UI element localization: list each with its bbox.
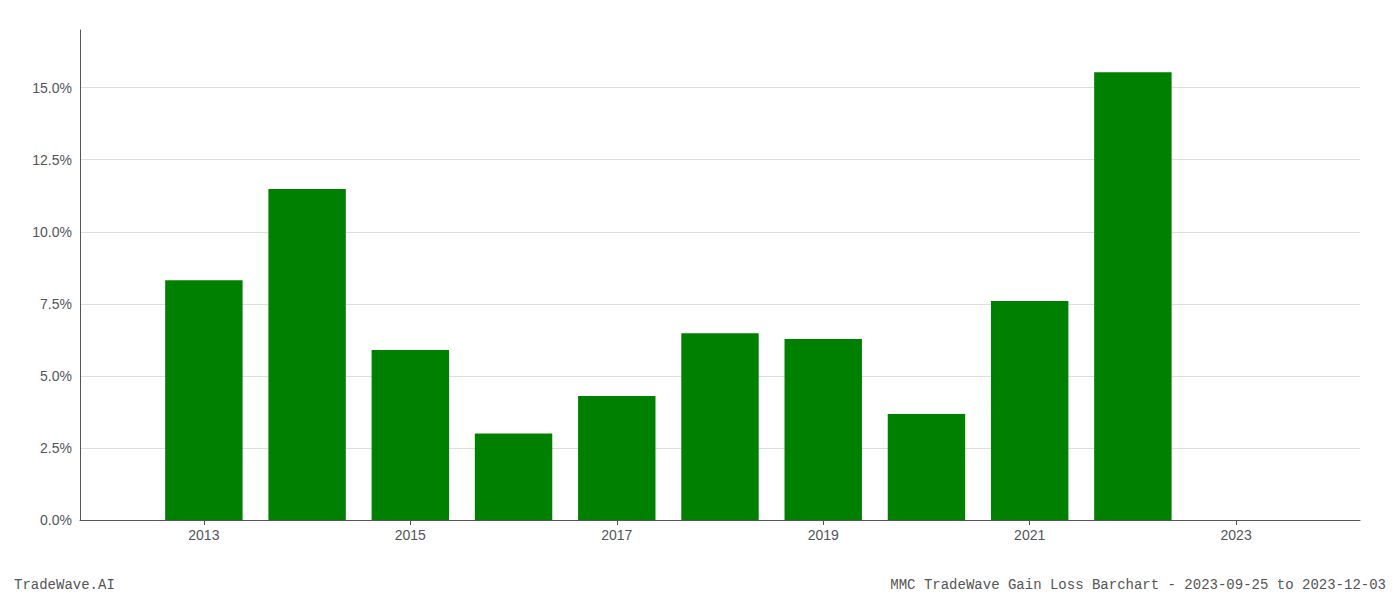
svg-text:5.0%: 5.0% <box>40 368 72 384</box>
svg-text:2021: 2021 <box>1014 527 1045 543</box>
svg-text:7.5%: 7.5% <box>40 296 72 312</box>
svg-text:10.0%: 10.0% <box>32 224 72 240</box>
svg-text:2.5%: 2.5% <box>40 440 72 456</box>
svg-text:0.0%: 0.0% <box>40 512 72 528</box>
svg-text:15.0%: 15.0% <box>32 80 72 96</box>
svg-text:2023: 2023 <box>1221 527 1252 543</box>
svg-text:12.5%: 12.5% <box>32 152 72 168</box>
svg-text:2013: 2013 <box>188 527 219 543</box>
svg-text:TradeWave.AI: TradeWave.AI <box>14 577 115 593</box>
svg-text:2015: 2015 <box>395 527 426 543</box>
svg-text:2019: 2019 <box>808 527 839 543</box>
svg-text:2017: 2017 <box>601 527 632 543</box>
svg-text:MMC TradeWave Gain Loss Barcha: MMC TradeWave Gain Loss Barchart - 2023-… <box>890 577 1386 593</box>
